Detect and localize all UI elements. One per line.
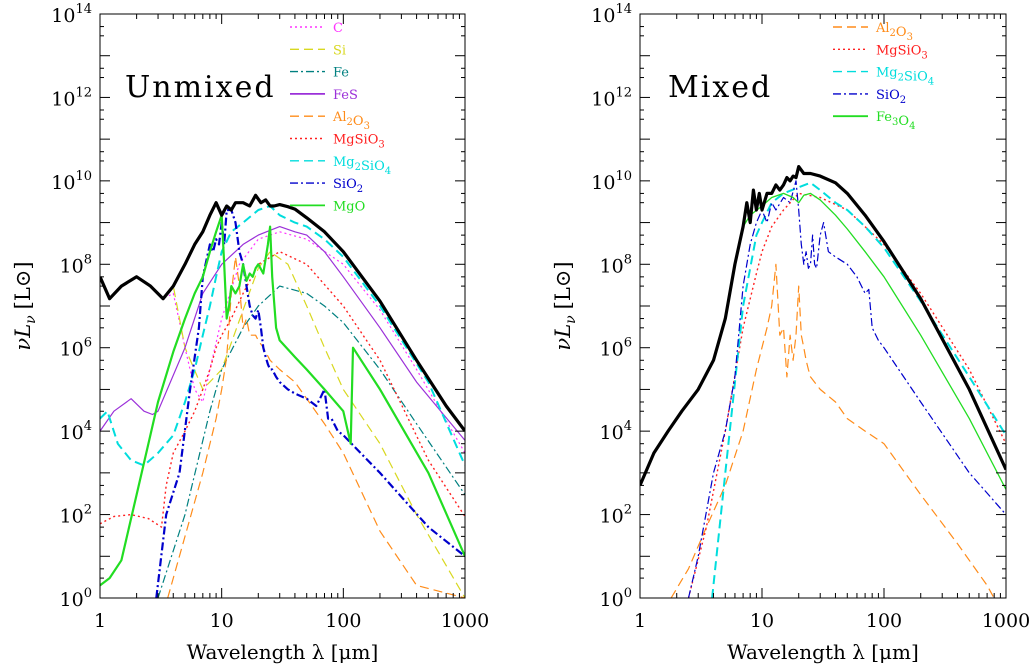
- legend-label: Fe3O4: [876, 110, 915, 132]
- x-axis: 1 10 100 1000: [634, 14, 1030, 632]
- plot-area: [640, 165, 1006, 598]
- y-axis-label: νLν[L⊙]: [551, 261, 579, 350]
- x-tick-label: 1: [634, 610, 646, 632]
- y-axis: 100 102 104 106 108 1010 1012 1014: [591, 2, 1006, 611]
- x-axis-label: Wavelength λ [μm]: [187, 640, 379, 664]
- series-line-fes: [100, 226, 465, 441]
- x-tick-label: 10: [210, 610, 234, 632]
- series-line-si: [100, 251, 465, 598]
- y-tick-label: 1010: [51, 169, 92, 194]
- y-axis-label: νLν[L⊙]: [11, 261, 39, 350]
- y-tick-label: 104: [60, 419, 92, 444]
- y-tick-label: 102: [600, 503, 632, 528]
- panel-title: Unmixed: [125, 70, 276, 105]
- legend-label: SiO2: [333, 177, 363, 195]
- legend-label: Al2O3: [332, 110, 370, 132]
- series-line-total: [640, 165, 1006, 487]
- x-axis-label: Wavelength λ [μm]: [727, 640, 919, 664]
- y-tick-label: 100: [600, 586, 632, 611]
- y-tick-label: 102: [60, 503, 92, 528]
- y-tick-label: 106: [600, 336, 632, 361]
- plot-area: [100, 193, 465, 598]
- x-tick-label: 1000: [441, 610, 489, 632]
- legend-label: Fe: [333, 66, 349, 81]
- y-tick-label: 1010: [591, 169, 632, 194]
- x-tick-label: 10: [750, 610, 774, 632]
- y-tick-label: 1014: [591, 2, 632, 27]
- series-line-sio2: [155, 208, 465, 598]
- series-line-mg2sio4: [100, 205, 465, 467]
- y-tick-label: 108: [60, 252, 92, 277]
- x-tick-label: 1: [94, 610, 106, 632]
- chart-panel-mixed: 1 10 100 1000 100 102 104 106 108 1010 1012 1014 Wav…: [551, 2, 1030, 664]
- series-line-mg2sio4: [711, 181, 1006, 598]
- legend-label: SiO2: [876, 88, 906, 106]
- series-line-al2o3: [670, 263, 995, 598]
- legend-label: MgSiO3: [876, 43, 928, 61]
- legend-label: MgSiO3: [333, 133, 385, 151]
- series-line-mgsio3: [100, 250, 465, 528]
- y-tick-label: 106: [60, 336, 92, 361]
- legend-label: C: [333, 21, 343, 36]
- y-tick-label: 104: [600, 419, 632, 444]
- series-line-mgo: [100, 214, 465, 587]
- y-tick-label: 1014: [51, 2, 92, 27]
- panel-title: Mixed: [668, 70, 772, 105]
- series-line-fe: [157, 285, 465, 598]
- x-tick-label: 100: [866, 610, 902, 632]
- legend-label: Si: [333, 43, 346, 58]
- y-tick-label: 100: [60, 586, 92, 611]
- legend-label: Mg2SiO4: [333, 155, 391, 177]
- x-tick-label: 1000: [982, 610, 1030, 632]
- legend-label: MgO: [333, 199, 365, 214]
- x-axis: 1 10 100 1000: [94, 14, 489, 632]
- series-line-total: [100, 193, 465, 433]
- legend-label: Al2O3: [875, 21, 913, 43]
- series-line-fe3o4: [640, 192, 1006, 490]
- chart-panel-unmixed: 1 10 100 1000 100 102 104 106 108 1010 1012 1014 Wav…: [11, 2, 489, 664]
- x-tick-label: 100: [325, 610, 361, 632]
- y-tick-label: 1012: [51, 85, 92, 110]
- y-tick-label: 1012: [591, 85, 632, 110]
- legend-label: Mg2SiO4: [876, 66, 934, 88]
- y-axis: 100 102 104 106 108 1010 1012 1014: [51, 2, 465, 611]
- series-line-al2o3: [167, 256, 465, 598]
- legend-label: FeS: [333, 88, 358, 103]
- series-line-sio2: [687, 180, 1006, 598]
- y-tick-label: 108: [600, 252, 632, 277]
